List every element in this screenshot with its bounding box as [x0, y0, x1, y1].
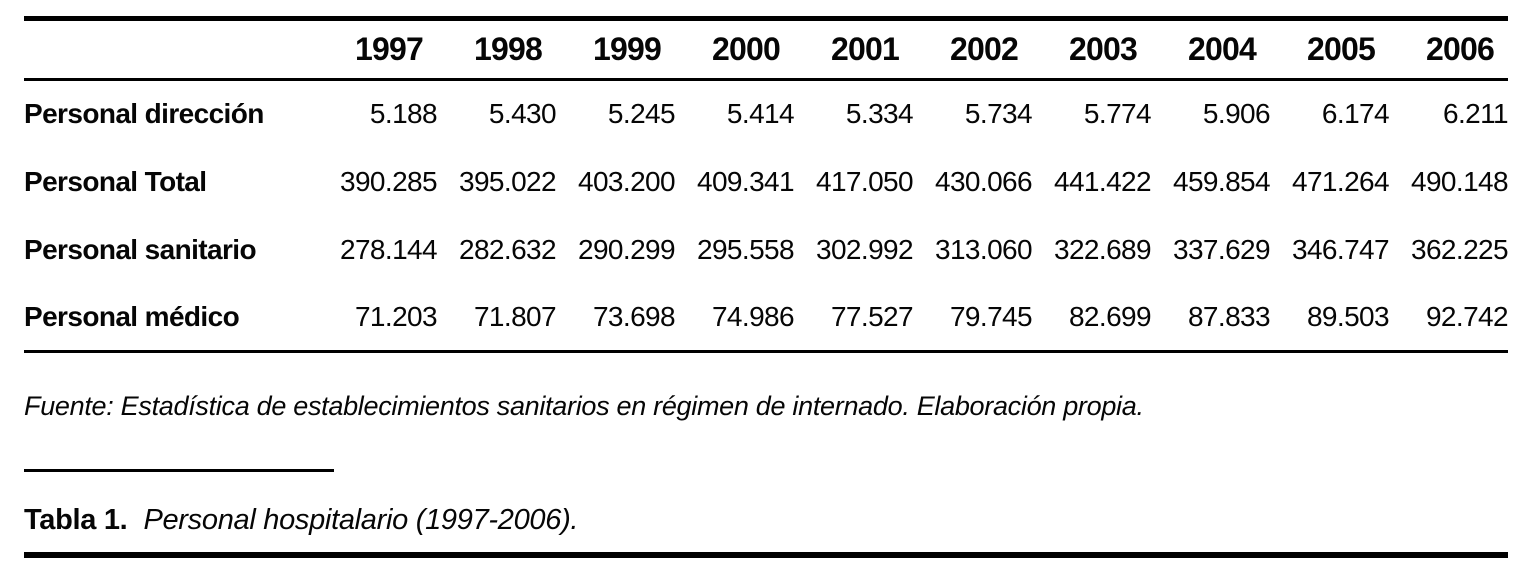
- caption-label: Tabla 1.: [24, 504, 128, 536]
- value-cell: 5.734: [964, 98, 1033, 130]
- value-cell: 71.807: [437, 283, 557, 353]
- value-cell: 92.742: [1389, 283, 1509, 353]
- value-cell: 441.422: [1053, 165, 1152, 197]
- row-label: Personal médico: [24, 283, 318, 353]
- value-cell: 77.527: [794, 283, 914, 353]
- year-header: 2005: [1270, 21, 1389, 81]
- value-cell: 471.264: [1291, 165, 1390, 197]
- year-header: 2004: [1151, 21, 1270, 81]
- value-cell: 295.558: [696, 233, 795, 265]
- row-label: Personal sanitario: [24, 233, 257, 265]
- value-cell: 74.986: [675, 283, 795, 353]
- row-label: Personal Total: [24, 165, 207, 197]
- value-cell: 395.022: [458, 165, 557, 197]
- value-cell: 79.745: [913, 283, 1033, 353]
- value-cell: 337.629: [1172, 233, 1271, 265]
- row-label: Personal dirección: [24, 98, 264, 130]
- value-cell: 490.148: [1410, 165, 1509, 197]
- personnel-table: 1997 1998 1999 2000 2001 2002 2003 2004 2005 2006…: [24, 21, 1509, 353]
- value-cell: 71.203: [318, 283, 438, 353]
- year-header: 1997: [318, 21, 437, 81]
- caption-text: Personal hospitalario (1997-2006).: [143, 504, 579, 536]
- year-header: 1999: [556, 21, 675, 81]
- value-cell: 417.050: [815, 165, 914, 197]
- value-cell: 5.245: [607, 98, 676, 130]
- value-cell: 322.689: [1053, 233, 1152, 265]
- value-cell: 5.334: [845, 98, 914, 130]
- value-cell: 346.747: [1291, 233, 1390, 265]
- value-cell: 409.341: [696, 165, 795, 197]
- footnote-divider: [24, 469, 334, 472]
- year-header: 2001: [794, 21, 913, 81]
- source-note: Fuente: Estadística de establecimientos …: [24, 391, 1144, 421]
- year-header: 2002: [913, 21, 1032, 81]
- value-cell: 403.200: [577, 165, 676, 197]
- value-cell: 362.225: [1410, 233, 1509, 265]
- table-row: Personal médico 71.203 71.807 73.698 74.986 7…: [24, 283, 1509, 353]
- table-row: Personal Total 390.285 395.022 403.200 409.3…: [24, 148, 1509, 216]
- table-row: Personal sanitario 278.144 282.632 290.299 2…: [24, 216, 1509, 284]
- value-cell: 87.833: [1151, 283, 1271, 353]
- bottom-rule: [24, 552, 1508, 558]
- value-cell: 89.503: [1270, 283, 1390, 353]
- value-cell: 430.066: [934, 165, 1033, 197]
- value-cell: 313.060: [934, 233, 1033, 265]
- value-cell: 459.854: [1172, 165, 1271, 197]
- value-cell: 5.188: [369, 98, 438, 130]
- value-cell: 278.144: [339, 233, 438, 265]
- value-cell: 302.992: [815, 233, 914, 265]
- value-cell: 5.414: [726, 98, 795, 130]
- header-row: 1997 1998 1999 2000 2001 2002 2003 2004 2005 2006: [24, 21, 1508, 81]
- value-cell: 290.299: [577, 233, 676, 265]
- year-header: 2006: [1389, 21, 1508, 81]
- value-cell: 282.632: [458, 233, 557, 265]
- value-cell: 6.211: [1443, 98, 1509, 130]
- table-caption: Tabla 1. Personal hospitalario (1997-2006…: [24, 502, 1508, 538]
- value-cell: 390.285: [339, 165, 438, 197]
- top-rule: [24, 16, 1508, 21]
- value-cell: 5.906: [1202, 98, 1271, 130]
- value-cell: 6.174: [1321, 98, 1390, 130]
- value-cell: 5.774: [1083, 98, 1152, 130]
- value-cell: 73.698: [556, 283, 676, 353]
- value-cell: 82.699: [1032, 283, 1152, 353]
- year-header: 2000: [675, 21, 794, 81]
- table-body: Personal dirección 5.188 5.430 5.245 5.414 5.…: [24, 80, 1509, 353]
- table-row: Personal dirección 5.188 5.430 5.245 5.414 5.…: [24, 80, 1509, 148]
- year-header: 2003: [1032, 21, 1151, 81]
- year-header: 1998: [437, 21, 556, 81]
- corner-cell: [24, 21, 318, 81]
- value-cell: 5.430: [488, 98, 557, 130]
